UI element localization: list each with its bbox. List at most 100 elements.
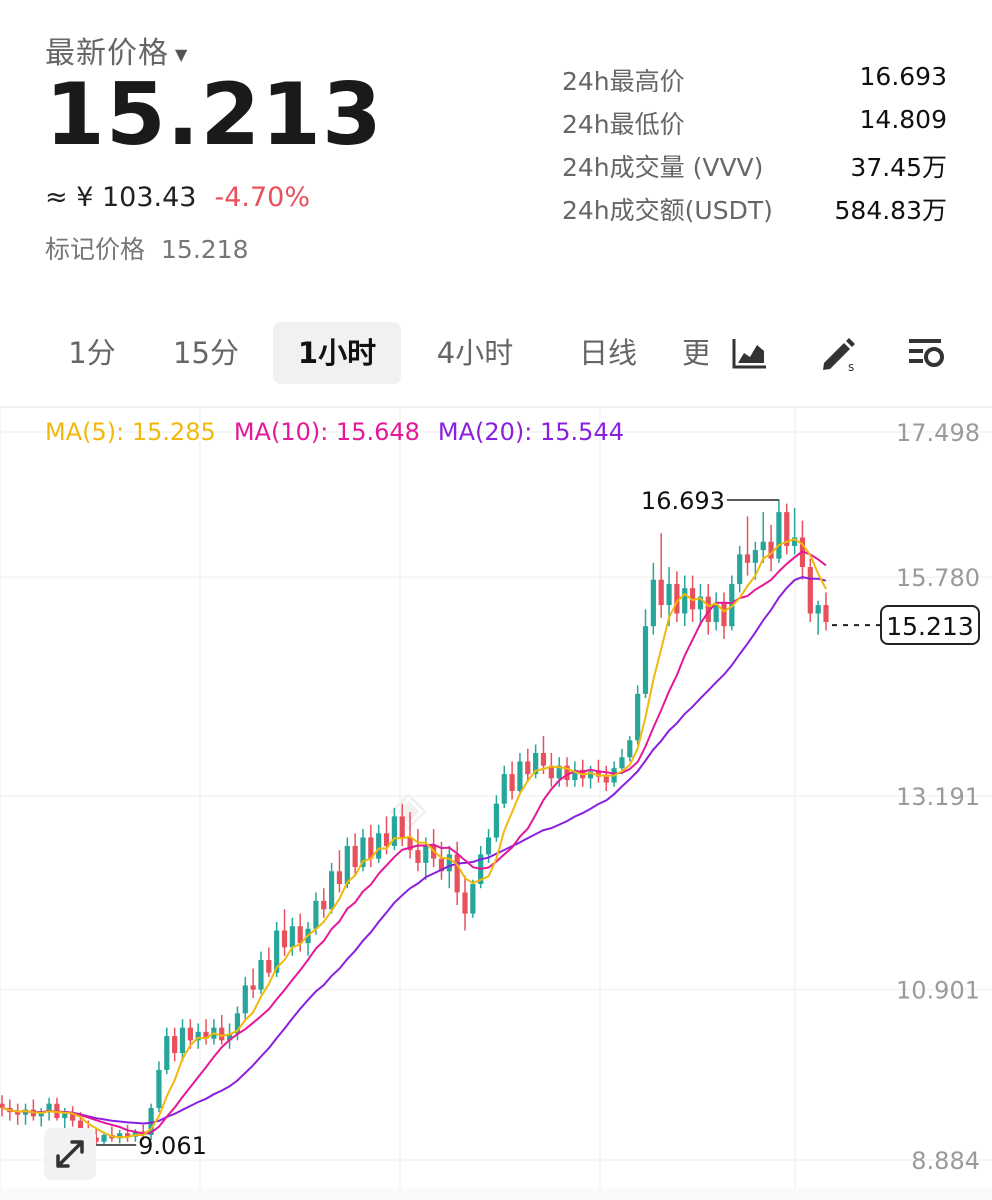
tab-1m[interactable]: 1分 — [68, 336, 116, 370]
candle-body — [77, 1120, 84, 1130]
candle-body — [619, 757, 625, 769]
candle-body — [784, 512, 790, 546]
candle-body — [705, 596, 711, 622]
candle-body — [93, 1137, 99, 1142]
candle-body — [509, 774, 515, 792]
candle-body — [517, 761, 523, 792]
tab-4h[interactable]: 4小时 — [436, 336, 514, 370]
candle-body — [823, 605, 829, 622]
candle-body — [564, 765, 570, 781]
stat-value: 14.809 — [859, 105, 947, 134]
caret-down-icon: ▼ — [175, 45, 189, 64]
latest-price-dropdown[interactable]: 最新价格 ▼ — [45, 28, 188, 72]
candle-body — [572, 769, 578, 781]
candle-body — [423, 845, 429, 863]
candle-body — [776, 512, 782, 559]
candle-body — [258, 960, 264, 990]
candle-body — [635, 693, 641, 741]
candle-body — [682, 588, 688, 614]
candle-body — [658, 579, 664, 606]
chart-type-icon[interactable] — [730, 333, 770, 373]
candle-body — [101, 1134, 107, 1142]
candle-body — [313, 900, 319, 929]
candle-body — [38, 1112, 44, 1117]
current-price-tag: 15.213 — [880, 605, 980, 646]
expand-button[interactable] — [44, 1128, 96, 1180]
y-axis-tick-label: 13.191 — [896, 783, 980, 811]
ma10-legend: MA(10): 15.648 — [233, 418, 420, 446]
bottom-bar — [0, 1188, 992, 1200]
candle-body — [548, 765, 554, 779]
candle-body — [768, 541, 774, 559]
candle-body — [595, 771, 602, 777]
candle-body — [807, 567, 813, 614]
candle-body — [713, 602, 719, 622]
candle-body — [289, 926, 295, 948]
candle-body — [22, 1109, 29, 1115]
y-axis-tick-label: 15.780 — [896, 564, 980, 592]
candle-body — [666, 583, 672, 606]
candle-body — [148, 1107, 154, 1135]
candle-body — [15, 1112, 21, 1115]
candle-body — [752, 550, 758, 563]
candle-body — [737, 554, 743, 584]
stat-value: 16.693 — [859, 62, 947, 91]
candle-body — [46, 1103, 52, 1113]
candle-body — [415, 850, 421, 863]
tab-15m[interactable]: 15分 — [173, 336, 239, 370]
candle-body — [329, 871, 335, 910]
latest-price-label: 最新价格 — [45, 36, 169, 71]
candle-body — [336, 871, 343, 884]
ma-legend: MA(5): 15.285 MA(10): 15.648 MA(20): 15.54… — [45, 418, 642, 446]
ma20-legend: MA(20): 15.544 — [437, 418, 624, 446]
stat-value: 584.83万 — [834, 196, 947, 225]
candle-body — [203, 1031, 209, 1039]
ma10-line — [1, 550, 827, 1135]
candle-body — [156, 1069, 162, 1108]
candle-body — [627, 740, 633, 758]
candle-body — [470, 883, 476, 914]
candle-body — [274, 930, 280, 973]
low-price-marker: 9.061 — [138, 1132, 207, 1160]
change-percent: -4.70% — [214, 182, 310, 213]
tab-1d[interactable]: 日线 — [578, 336, 637, 370]
draw-icon[interactable]: s — [818, 333, 858, 373]
tab-more[interactable]: 更 — [682, 336, 708, 370]
candle-body — [446, 854, 452, 872]
candle-body — [533, 752, 539, 775]
stat-label: 24h最高价 — [562, 67, 685, 96]
candle-body — [760, 541, 766, 551]
candle-body — [438, 858, 445, 872]
stat-label: 24h成交额(USDT) — [562, 196, 773, 225]
y-axis-tick-label: 10.901 — [896, 977, 980, 1005]
candle-body — [172, 1036, 178, 1054]
stat-value: 37.45万 — [850, 153, 947, 182]
candle-body — [360, 837, 366, 868]
candle-body — [117, 1133, 123, 1139]
candle-body — [540, 752, 547, 766]
high-price-marker: 16.693 — [641, 487, 725, 515]
indicator-settings-icon[interactable] — [906, 333, 946, 373]
candle-body — [493, 803, 499, 838]
candle-body — [344, 845, 350, 884]
candle-body — [297, 926, 303, 944]
candle-body — [321, 900, 327, 910]
candle-body — [525, 761, 531, 775]
candle-body — [0, 1103, 5, 1108]
candle-body — [368, 837, 374, 859]
ma5-legend: MA(5): 15.285 — [45, 418, 216, 446]
candle-body — [195, 1031, 201, 1041]
last-price: 15.213 — [45, 65, 383, 165]
tab-1h[interactable]: 1小时 — [273, 322, 401, 384]
svg-text:s: s — [848, 360, 854, 373]
mark-price-value: 15.218 — [161, 235, 249, 264]
expand-icon — [56, 1140, 84, 1168]
candle-body — [179, 1027, 186, 1054]
candle-body — [454, 854, 460, 893]
mark-price-label: 标记价格 — [45, 235, 146, 264]
candle-body — [124, 1133, 131, 1137]
cny-price: ≈ ¥ 103.43 — [45, 182, 197, 213]
candle-body — [556, 765, 562, 779]
candle-body — [219, 1027, 225, 1041]
candlestick-chart[interactable]: 17.498 15.780 13.191 10.901 8.884 16.693 9.061 — [0, 408, 992, 1188]
